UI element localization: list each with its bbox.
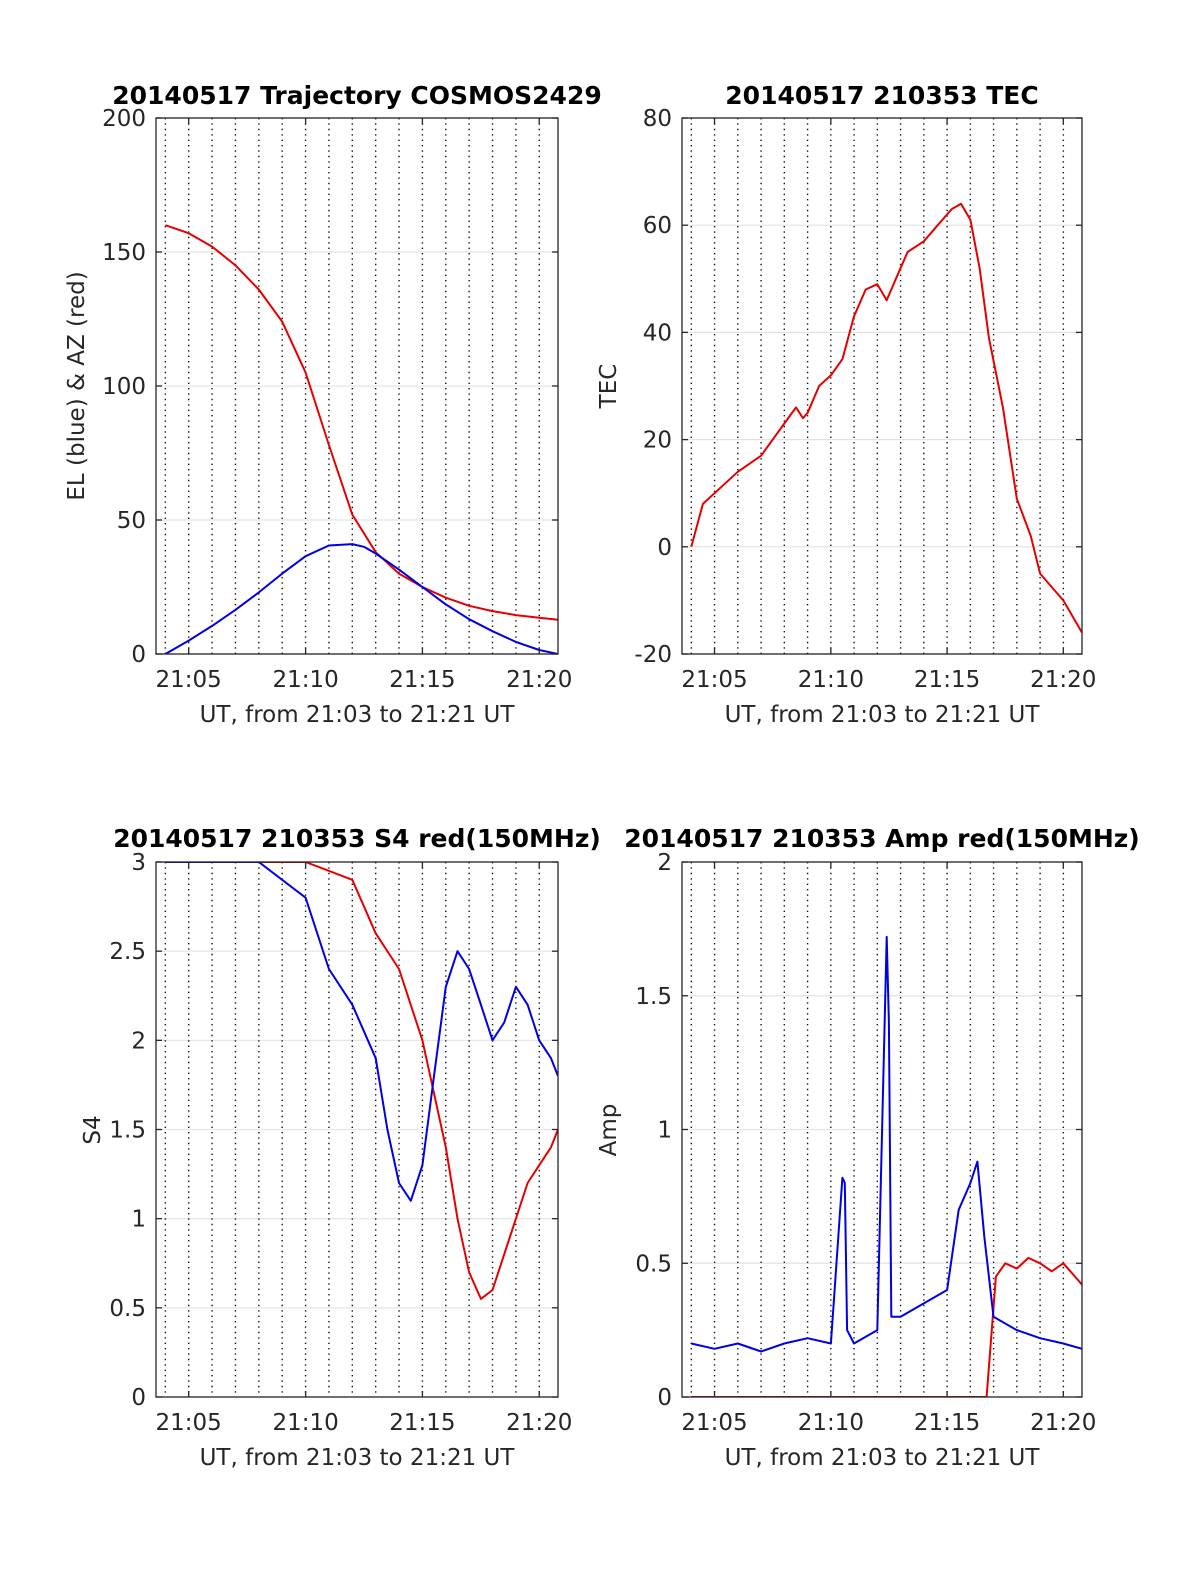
tec-title: 20140517 210353 TEC xyxy=(725,81,1038,110)
y-tick-label: 2 xyxy=(657,850,672,876)
x-tick-label: 21:10 xyxy=(798,1410,864,1436)
y-tick-label: 0 xyxy=(131,1385,146,1411)
series-line xyxy=(165,862,558,1300)
y-tick-label: 60 xyxy=(643,213,672,239)
trajectory-panel: 20140517 Trajectory COSMOS2429 UT, from … xyxy=(64,81,602,728)
x-tick-label: 21:15 xyxy=(389,1410,455,1436)
x-tick-label: 21:10 xyxy=(272,1410,338,1436)
tec-panel: 20140517 210353 TEC UT, from 21:03 to 21… xyxy=(596,81,1096,728)
x-tick-label: 21:15 xyxy=(914,1410,980,1436)
y-tick-label: 2 xyxy=(131,1028,146,1054)
y-tick-label: 0 xyxy=(657,535,672,561)
x-tick-label: 21:05 xyxy=(681,1410,747,1436)
y-tick-label: 0 xyxy=(657,1385,672,1411)
x-tick-label: 21:20 xyxy=(1030,667,1096,693)
x-tick-label: 21:20 xyxy=(506,667,572,693)
x-tick-label: 21:10 xyxy=(798,667,864,693)
y-tick-label: 200 xyxy=(102,106,146,132)
trajectory-title: 20140517 Trajectory COSMOS2429 xyxy=(112,81,602,110)
trajectory-y-axis-label: EL (blue) & AZ (red) xyxy=(64,271,90,500)
x-tick-label: 21:20 xyxy=(506,1410,572,1436)
y-tick-label: 1.5 xyxy=(635,984,672,1010)
series-line xyxy=(164,543,558,654)
amp-x-axis-label: UT, from 21:03 to 21:21 UT xyxy=(725,1445,1041,1471)
y-tick-label: 100 xyxy=(102,374,146,400)
y-tick-label: 40 xyxy=(643,320,672,346)
trajectory-x-axis-label: UT, from 21:03 to 21:21 UT xyxy=(200,702,516,728)
series-line xyxy=(165,224,558,621)
axes-frame xyxy=(681,117,1083,655)
y-tick-label: 1.5 xyxy=(109,1118,146,1144)
y-tick-label: 50 xyxy=(117,508,146,534)
y-tick-label: 0.5 xyxy=(635,1251,672,1277)
amp-title: 20140517 210353 Amp red(150MHz) xyxy=(624,824,1140,853)
amp-y-axis-label: Amp xyxy=(596,1104,622,1157)
x-tick-label: 21:20 xyxy=(1030,1410,1096,1436)
x-tick-label: 21:05 xyxy=(156,1410,222,1436)
series-line xyxy=(165,862,558,1202)
y-tick-label: 2.5 xyxy=(109,939,146,965)
tec-y-axis-label: TEC xyxy=(596,364,622,410)
x-tick-label: 21:05 xyxy=(156,667,222,693)
s4-x-axis-label: UT, from 21:03 to 21:21 UT xyxy=(200,1445,516,1471)
x-tick-label: 21:15 xyxy=(389,667,455,693)
s4-panel: 20140517 210353 S4 red(150MHz) UT, from … xyxy=(80,824,601,1471)
y-tick-label: -20 xyxy=(634,642,672,668)
x-tick-label: 21:05 xyxy=(681,667,747,693)
x-tick-label: 21:15 xyxy=(914,667,980,693)
series-line xyxy=(690,202,1082,634)
y-tick-label: 0.5 xyxy=(109,1296,146,1322)
series-line xyxy=(691,935,1082,1353)
y-tick-label: 80 xyxy=(643,106,672,132)
y-tick-label: 150 xyxy=(102,240,146,266)
y-tick-label: 1 xyxy=(657,1118,672,1144)
plot-area xyxy=(682,118,1082,654)
s4-title: 20140517 210353 S4 red(150MHz) xyxy=(113,824,601,853)
y-tick-label: 1 xyxy=(131,1207,146,1233)
x-tick-label: 21:10 xyxy=(272,667,338,693)
tec-x-axis-label: UT, from 21:03 to 21:21 UT xyxy=(725,702,1041,728)
y-tick-label: 0 xyxy=(131,642,146,668)
y-tick-label: 20 xyxy=(643,428,672,454)
s4-y-axis-label: S4 xyxy=(80,1115,106,1144)
y-tick-label: 3 xyxy=(131,850,146,876)
amp-panel: 20140517 210353 Amp red(150MHz) UT, from… xyxy=(596,824,1140,1471)
